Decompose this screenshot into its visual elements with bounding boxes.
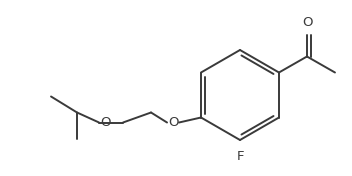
- Text: O: O: [168, 116, 178, 129]
- Text: O: O: [100, 116, 110, 129]
- Text: F: F: [236, 150, 244, 163]
- Text: O: O: [303, 15, 313, 29]
